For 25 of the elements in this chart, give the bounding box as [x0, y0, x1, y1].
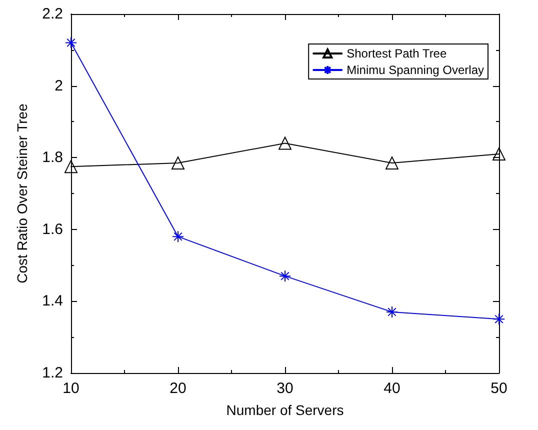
x-tick-label: 30: [276, 380, 294, 397]
point: [172, 156, 184, 170]
y-tick-label: 2.2: [42, 6, 63, 22]
legend-label: Shortest Path Tree: [346, 46, 447, 60]
point: [278, 136, 292, 150]
point: [386, 156, 398, 170]
y-tick-label: 2: [54, 77, 63, 94]
y-tick-label: 1.2: [42, 364, 63, 382]
y-tick-label: 1.8: [42, 149, 63, 166]
point: [65, 36, 77, 49]
point: [493, 313, 505, 326]
y-tick-label: 1.4: [42, 292, 63, 310]
x-tick-label: 40: [384, 380, 400, 397]
point: [172, 230, 184, 243]
y-tick-label: 1.6: [42, 220, 63, 238]
y-axis-title: Cost Ratio Over Steiner Tree: [14, 103, 30, 284]
point: [386, 306, 398, 318]
x-axis-title: Number of Servers: [226, 402, 344, 418]
x-tick-label: 20: [170, 380, 186, 397]
point: [492, 148, 506, 161]
x-tick-label: 50: [490, 380, 508, 397]
point: [64, 160, 78, 174]
x-tick-label: 10: [62, 380, 80, 397]
legend-label: Minimu Spanning Overlay: [346, 63, 484, 77]
point: [279, 270, 291, 282]
